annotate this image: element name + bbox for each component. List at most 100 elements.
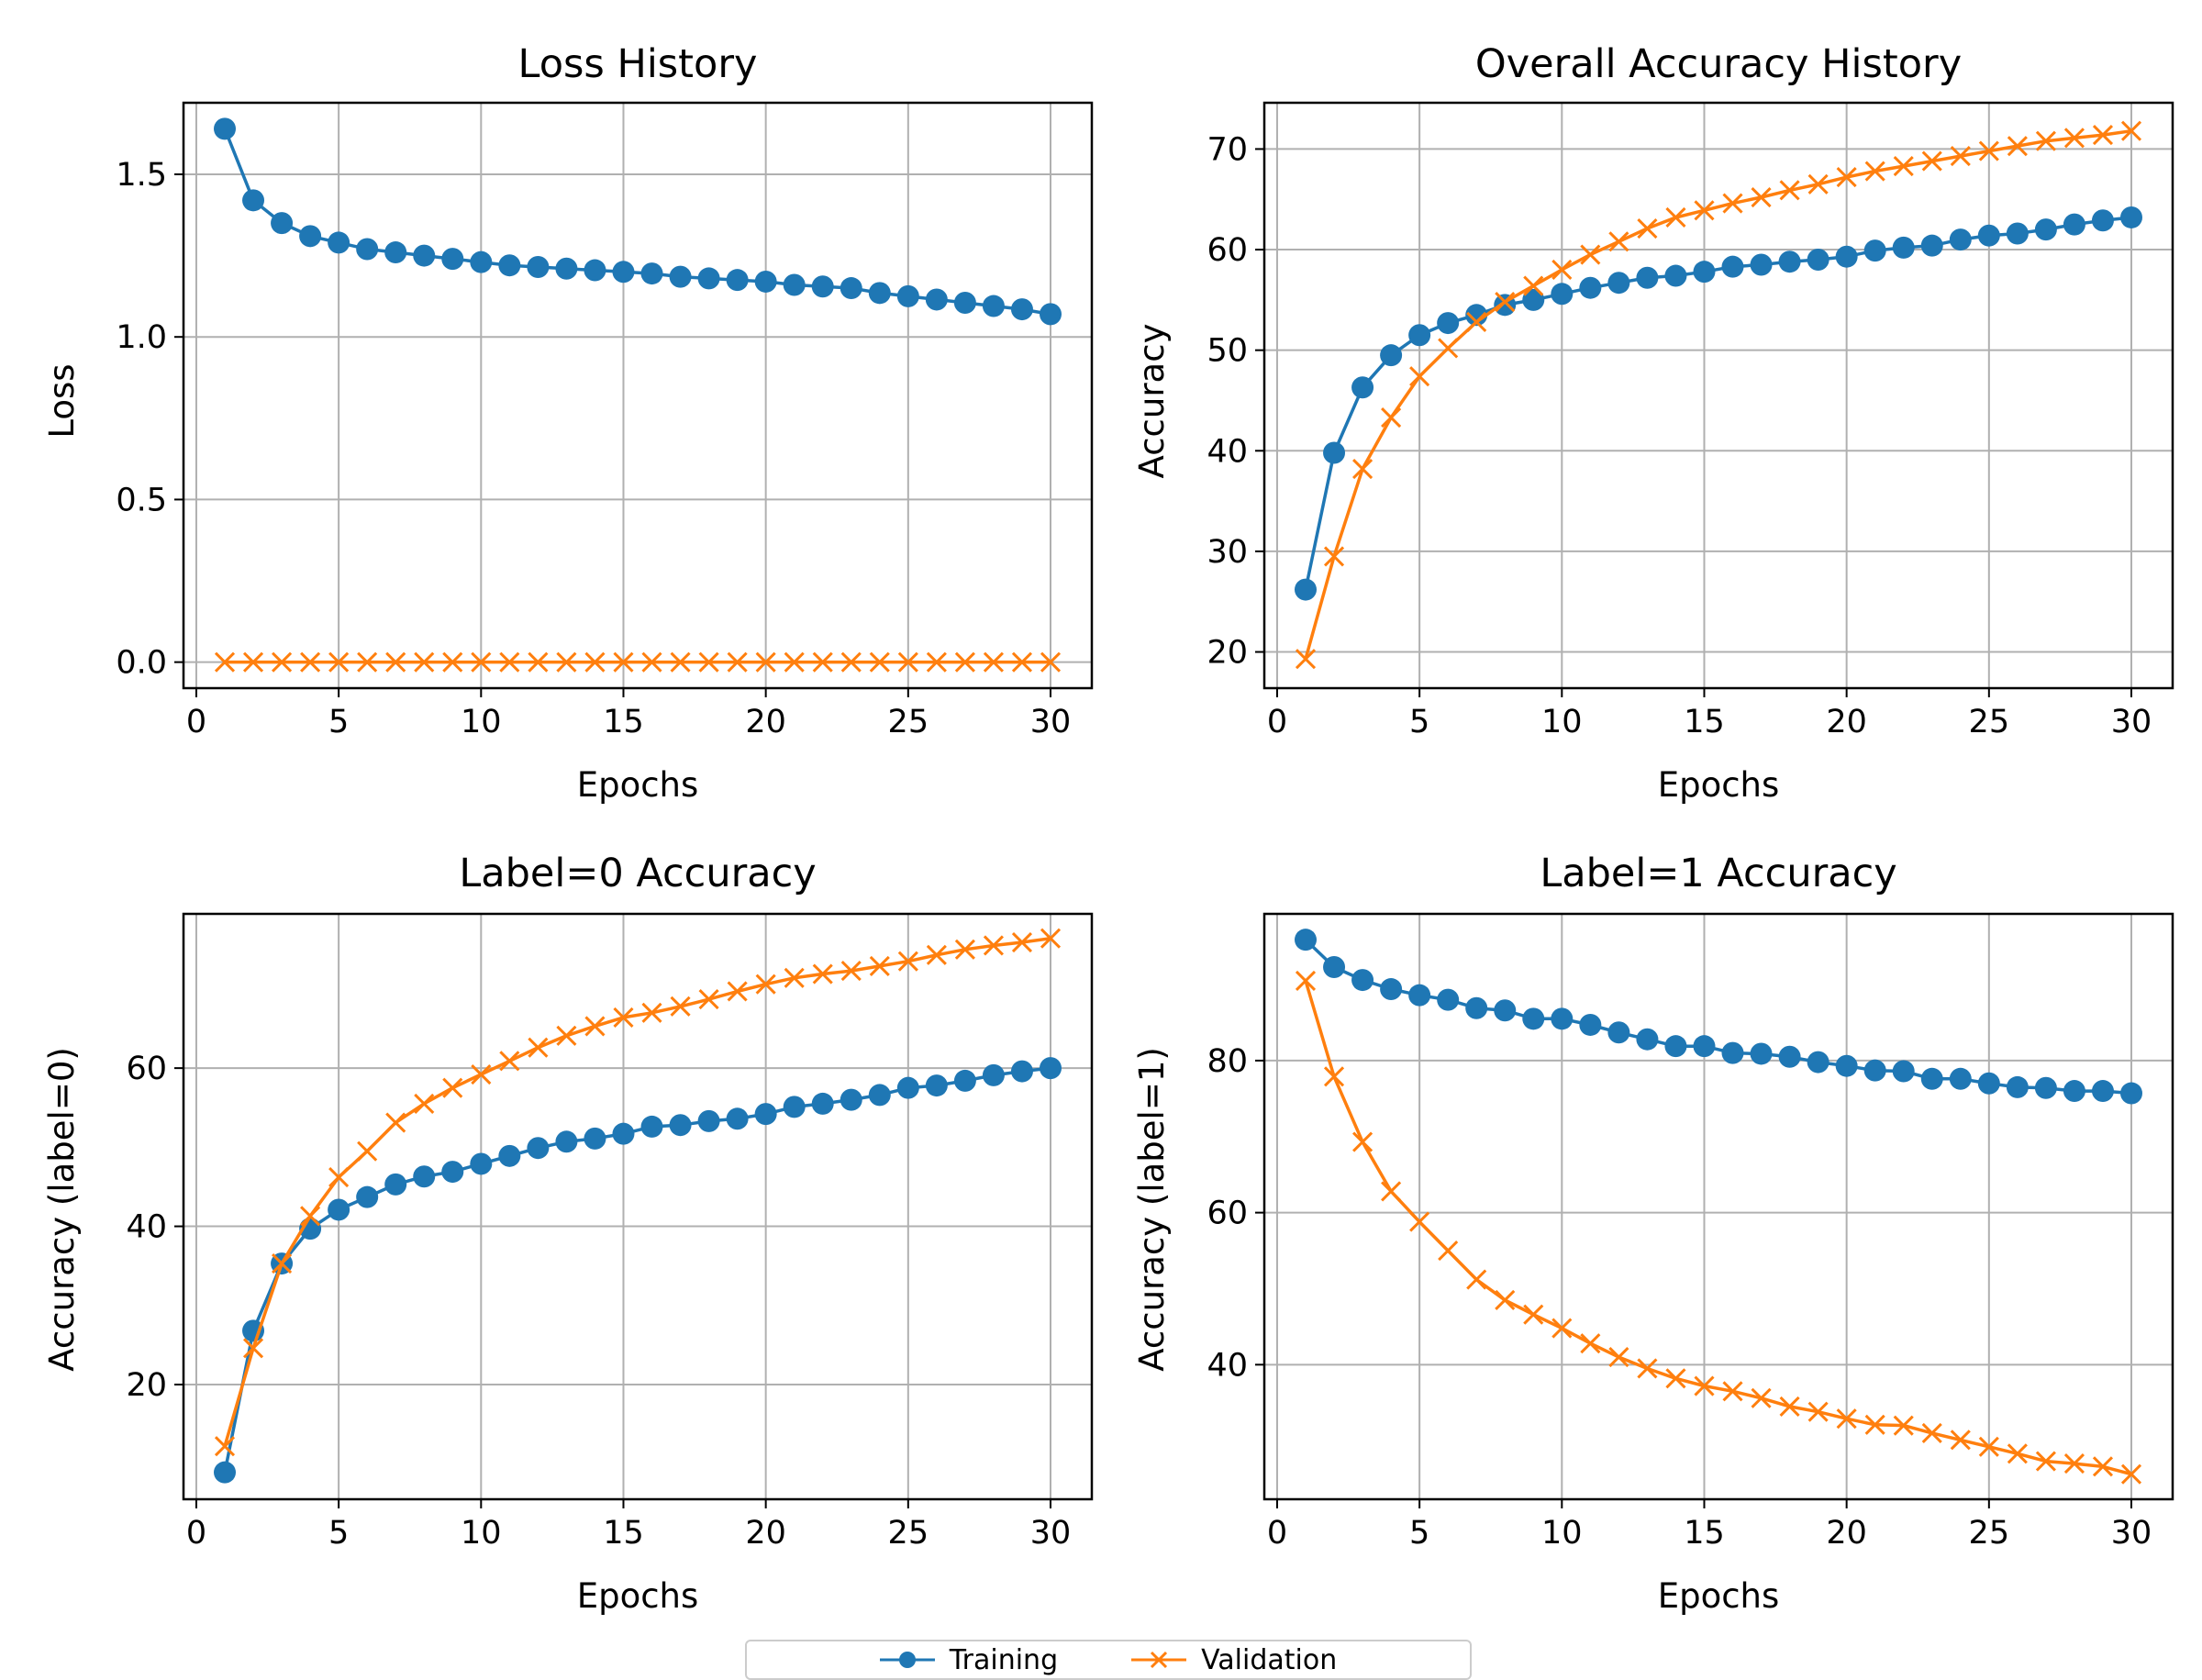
data-point (811, 1092, 834, 1115)
y-tick-label: 60 (126, 1051, 167, 1087)
x-axis-label: Epochs (577, 765, 699, 805)
data-point (754, 1103, 777, 1126)
data-point (1351, 969, 1374, 992)
data-point (528, 651, 549, 673)
data-point (384, 1173, 407, 1196)
series-1 (1295, 206, 2142, 601)
data-point (1438, 338, 1459, 359)
data-point (669, 265, 692, 288)
x-tick-label: 10 (461, 704, 502, 740)
data-point (555, 1130, 578, 1153)
data-point (1836, 167, 1857, 188)
data-point (1949, 1067, 1972, 1090)
data-point (413, 244, 436, 267)
data-point (300, 651, 321, 673)
data-point (1920, 234, 1943, 257)
data-point (1010, 1060, 1033, 1083)
x-tick-label: 15 (603, 1515, 644, 1552)
data-point (1551, 283, 1574, 306)
data-point (1579, 276, 1602, 299)
data-point (1949, 228, 1972, 251)
data-point (1637, 217, 1658, 239)
data-point (299, 225, 322, 248)
data-point (1893, 1415, 1914, 1436)
data-point (726, 269, 749, 292)
data-point (1465, 996, 1488, 1019)
data-point (641, 651, 662, 673)
x-axis-label: Epochs (1658, 765, 1780, 805)
data-point (697, 1109, 720, 1132)
data-point (783, 273, 806, 296)
data-point (868, 282, 891, 305)
x-tick-label: 25 (888, 704, 929, 740)
series-2 (1295, 970, 2142, 1485)
panel-label1-accuracy: Label=1 Accuracy Epochs Accuracy (label=… (1132, 851, 1897, 1616)
data-point (470, 1152, 493, 1175)
x-tick-label: 15 (603, 704, 644, 740)
data-point (897, 651, 918, 673)
data-point (1607, 1021, 1630, 1044)
y-tick-label: 0.5 (116, 482, 167, 518)
data-point (1636, 266, 1659, 289)
data-point (1408, 984, 1431, 1007)
data-point (1892, 1060, 1915, 1083)
data-point (726, 1107, 749, 1130)
data-point (300, 1206, 321, 1227)
data-point (471, 1063, 492, 1085)
data-point (584, 651, 606, 673)
series-line (223, 128, 1051, 317)
data-point (1011, 651, 1033, 673)
data-point (953, 291, 976, 314)
data-point (1295, 929, 1317, 951)
data-point (357, 651, 378, 673)
data-point (640, 262, 663, 285)
data-point (1438, 1240, 1459, 1262)
data-point (1950, 1430, 1971, 1451)
data-point (214, 1436, 236, 1457)
data-point (1722, 193, 1743, 214)
x-tick-label: 30 (1030, 704, 1072, 740)
data-point (670, 996, 691, 1017)
data-point (640, 1115, 663, 1138)
x-tick-label: 15 (1684, 704, 1725, 740)
data-point (356, 238, 379, 261)
data-point (271, 212, 294, 235)
plot-areas: 0 5 10 15 20 25 30 0.0 0.5 1.0 1.5 0 5 10 15 20 25 30 20 30… (116, 101, 2174, 1552)
data-point (242, 651, 264, 673)
series-2 (214, 928, 1062, 1457)
data-point (983, 651, 1004, 673)
data-point (840, 651, 862, 673)
data-point (1437, 988, 1460, 1011)
data-point (1807, 173, 1829, 195)
data-point (2091, 1080, 2114, 1103)
y-tick-label: 20 (1207, 635, 1248, 672)
y-tick-label: 30 (1207, 534, 1248, 571)
y-tick-label: 40 (126, 1209, 167, 1246)
x-tick-label: 20 (745, 1515, 786, 1552)
data-point (669, 1114, 692, 1137)
data-point (1409, 1211, 1430, 1232)
y-tick-label: 60 (1207, 1196, 1248, 1232)
data-point (954, 939, 975, 960)
legend: Training Validation (745, 1640, 1472, 1680)
data-point (612, 1122, 635, 1145)
data-point (811, 275, 834, 298)
data-point (840, 277, 862, 300)
data-point (1295, 578, 1317, 601)
y-tick-label: 80 (1207, 1043, 1248, 1080)
plot-area-1: 0 5 10 15 20 25 30 0.0 0.5 1.0 1.5 (116, 101, 1094, 740)
data-point (1380, 978, 1403, 1001)
x-axis-label: Epochs (1658, 1576, 1780, 1616)
data-point (1608, 1346, 1629, 1368)
data-point (527, 1137, 550, 1160)
y-axis-label: Accuracy (1132, 324, 1172, 479)
data-point (1864, 161, 1885, 182)
data-point (812, 651, 833, 673)
panel-title: Overall Accuracy History (1475, 41, 1962, 87)
data-point (1694, 1375, 1715, 1396)
data-point (1950, 146, 1971, 167)
y-tick-label: 70 (1207, 131, 1248, 168)
data-point (528, 1037, 549, 1058)
panel-title: Label=0 Accuracy (459, 851, 816, 896)
data-point (1040, 303, 1062, 326)
